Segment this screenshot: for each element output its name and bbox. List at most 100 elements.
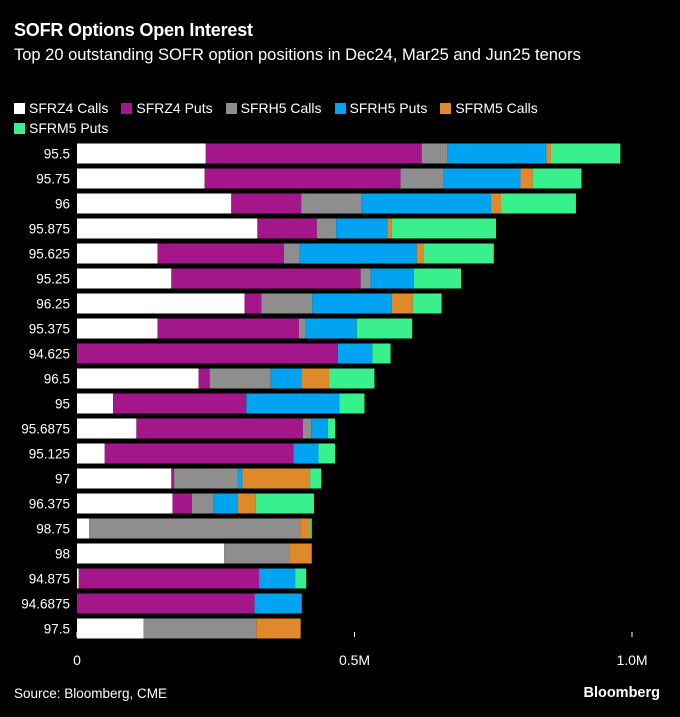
bar-segment: [361, 193, 492, 214]
bar-segment: [259, 568, 296, 589]
bar-segment: [254, 593, 302, 614]
bar-segment: [113, 393, 247, 414]
bar-segment: [491, 193, 502, 214]
bar-segment: [312, 293, 392, 314]
bar-segment: [209, 368, 271, 389]
bar-segment: [77, 293, 245, 314]
bar-segment: [447, 143, 547, 164]
bar-segment: [77, 368, 199, 389]
bar-segment: [242, 468, 311, 489]
bar-segment: [443, 168, 521, 189]
bar-segment: [412, 293, 442, 314]
legend-swatch: [225, 103, 237, 114]
bar-segment: [77, 343, 338, 364]
bar-segment: [77, 543, 225, 564]
category-label: 94.625: [29, 347, 70, 362]
bar-segment: [172, 493, 192, 514]
category-label: 97.5: [44, 622, 70, 637]
category-label: 96.375: [29, 497, 70, 512]
category-label: 95: [55, 397, 70, 412]
bar-segment: [77, 468, 172, 489]
bar-segment: [171, 468, 175, 489]
bar-segment: [104, 443, 294, 464]
legend-swatch: [334, 103, 346, 114]
legend-item: SFRZ4 Calls: [14, 98, 108, 118]
bar-segment: [400, 168, 444, 189]
legend-label: SFRH5 Calls: [240, 100, 322, 116]
bar-segment: [284, 243, 299, 264]
bar-segment: [391, 293, 413, 314]
x-tick-label: 0: [73, 652, 81, 668]
legend-item: SFRH5 Calls: [225, 98, 322, 118]
category-label: 94.875: [29, 572, 70, 587]
bar-segment: [300, 518, 311, 539]
bar-segment: [423, 243, 494, 264]
legend-label: SFRH5 Puts: [349, 100, 428, 116]
bar-segment: [77, 318, 158, 339]
bar-segment: [212, 493, 238, 514]
legend-swatch: [440, 103, 452, 114]
bar-segment: [256, 618, 301, 639]
bar-segment: [501, 193, 576, 214]
legend-label: SFRM5 Calls: [455, 100, 538, 116]
bar-segment: [328, 368, 375, 389]
bar-segment: [413, 268, 462, 289]
category-label: 96.5: [44, 372, 70, 387]
bar-segment: [255, 493, 314, 514]
bar-segment: [327, 418, 336, 439]
bar-segment: [77, 268, 172, 289]
bar-segment: [78, 568, 260, 589]
bar-segment: [143, 618, 257, 639]
chart-legend: SFRZ4 Calls SFRZ4 Puts SFRH5 Calls SFRH5 Pu…: [14, 98, 614, 138]
bar-segment: [261, 293, 313, 314]
category-label: 97: [55, 472, 70, 487]
category-label: 95.625: [29, 247, 70, 262]
bar-segment: [299, 318, 306, 339]
bar-segment: [77, 393, 114, 414]
bar-segment: [174, 468, 238, 489]
category-label: 96.25: [36, 297, 70, 312]
source-note: Source: Bloomberg, CME: [14, 686, 168, 701]
category-label: 95.875: [29, 222, 70, 237]
bar-segment: [301, 368, 329, 389]
bar-segment: [77, 493, 173, 514]
bar-segment: [520, 168, 533, 189]
legend-item: SFRM5 Puts: [14, 118, 108, 138]
bar-segment: [302, 418, 312, 439]
bar-segment: [421, 143, 448, 164]
legend-swatch: [14, 123, 25, 134]
bar-segment: [356, 318, 413, 339]
bar-segment: [532, 168, 582, 189]
category-label: 95.25: [36, 272, 70, 287]
bar-segment: [310, 468, 322, 489]
category-label: 98.75: [36, 522, 70, 537]
category-label: 95.6875: [21, 422, 70, 437]
bar-segment: [370, 268, 414, 289]
bar-segment: [318, 443, 336, 464]
bar-segment: [191, 493, 213, 514]
bar-segment: [270, 368, 302, 389]
bar-segment: [77, 593, 255, 614]
bar-segment: [136, 418, 303, 439]
bar-segment: [157, 318, 299, 339]
bar-segment: [237, 493, 256, 514]
bar-segment: [311, 418, 328, 439]
bar-segment: [339, 393, 365, 414]
bar-segment: [77, 443, 105, 464]
bar-segment: [295, 568, 307, 589]
bar-segment: [205, 143, 422, 164]
legend-item: SFRZ4 Puts: [121, 98, 213, 118]
bar-segment: [77, 243, 158, 264]
bar-segment: [77, 618, 144, 639]
bar-segment: [316, 218, 337, 239]
legend-label: SFRM5 Puts: [29, 120, 109, 136]
bar-segment: [77, 218, 258, 239]
bar-segment: [77, 418, 137, 439]
bar-segment: [289, 543, 312, 564]
legend-item: SFRH5 Puts: [334, 98, 428, 118]
bar-segment: [89, 518, 301, 539]
bar-segment: [204, 168, 401, 189]
bar-segment: [257, 218, 317, 239]
bar-segment: [224, 543, 290, 564]
bar-segment: [337, 343, 373, 364]
